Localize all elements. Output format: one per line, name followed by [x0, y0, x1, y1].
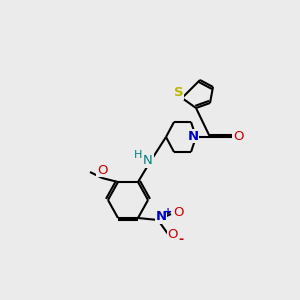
- Text: N: N: [155, 211, 167, 224]
- Text: O: O: [97, 164, 107, 176]
- Text: N: N: [143, 154, 153, 167]
- Text: O: O: [234, 130, 244, 143]
- Text: O: O: [173, 206, 183, 220]
- Text: +: +: [164, 207, 172, 217]
- Text: H: H: [134, 150, 142, 160]
- Text: -: -: [178, 232, 184, 245]
- Text: O: O: [168, 227, 178, 241]
- Text: S: S: [174, 86, 184, 100]
- Text: N: N: [188, 130, 199, 142]
